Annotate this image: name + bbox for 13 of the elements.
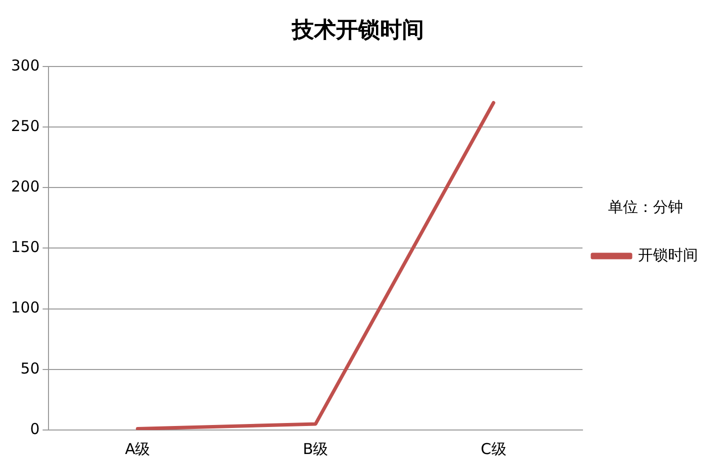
legend-label: 开锁时间 <box>638 246 698 264</box>
x-tick-label: B级 <box>302 440 328 458</box>
y-tick-label: 50 <box>20 359 40 378</box>
x-tick-label: A级 <box>124 440 150 458</box>
x-tick-label: C级 <box>480 440 506 458</box>
chart-title: 技术开锁时间 <box>291 18 424 43</box>
y-tick-label: 150 <box>10 238 40 256</box>
y-tick-label: 250 <box>10 116 40 135</box>
y-tick-label: 200 <box>10 177 40 196</box>
y-tick-label: 300 <box>10 56 40 74</box>
legend-title: 单位：分钟 <box>608 198 683 216</box>
y-tick-label: 100 <box>10 298 40 317</box>
y-tick-label: 0 <box>30 420 40 438</box>
